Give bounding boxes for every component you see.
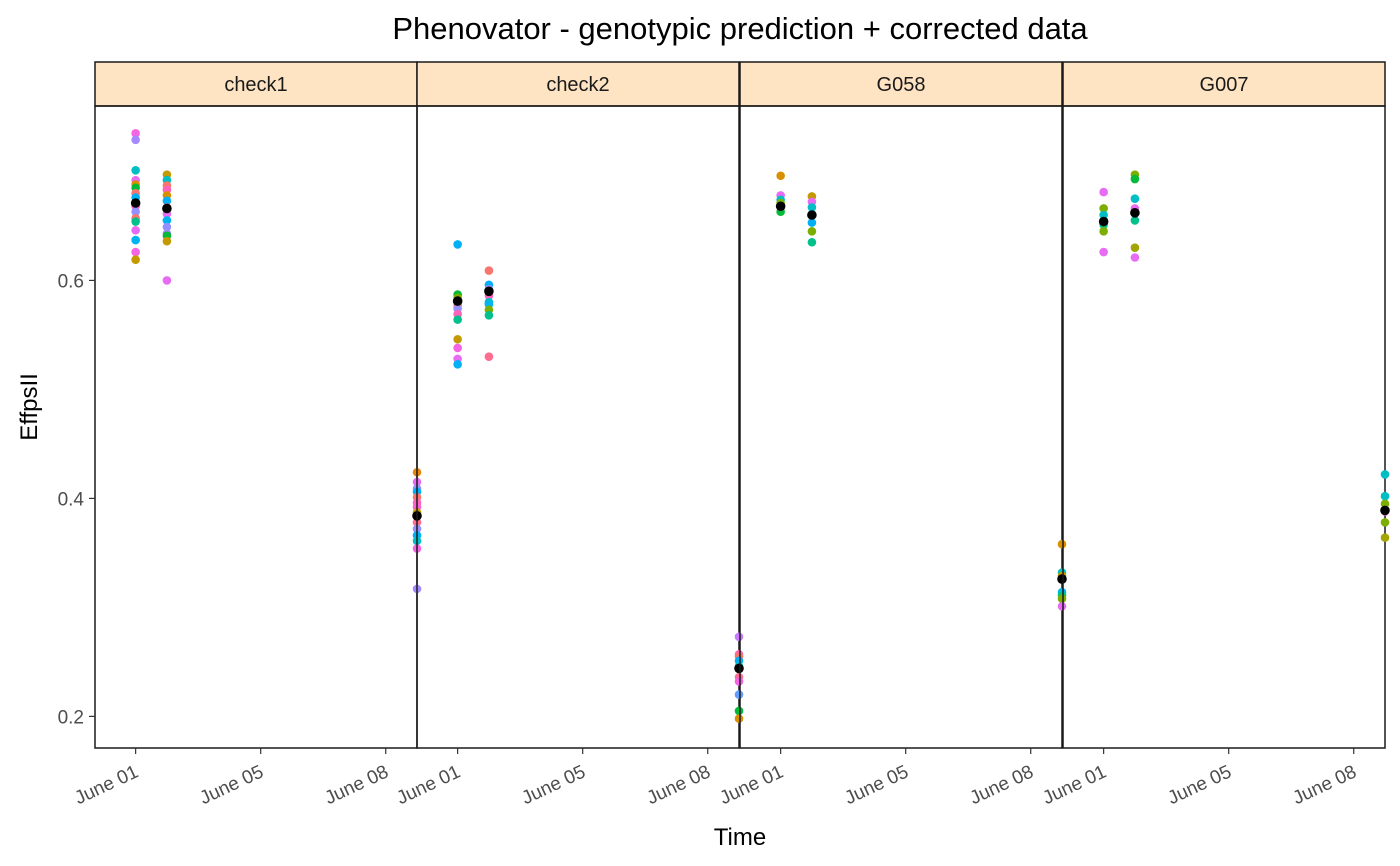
data-point bbox=[162, 222, 172, 232]
y-axis: 0.2 0.4 0.6 bbox=[58, 271, 95, 728]
facet-strip-label: G007 bbox=[1200, 74, 1249, 96]
facet-strip bbox=[416, 61, 740, 107]
data-point bbox=[453, 334, 462, 344]
x-tick-label: June 05 bbox=[197, 761, 267, 809]
x-axis-title: Time bbox=[714, 824, 766, 851]
x-tick-label: June 01 bbox=[1040, 761, 1110, 809]
data-point bbox=[1130, 194, 1140, 203]
prediction-point bbox=[130, 198, 141, 208]
x-tick-label: June 01 bbox=[394, 761, 464, 809]
facet-strip bbox=[1062, 61, 1386, 107]
data-point bbox=[131, 128, 140, 138]
data-point bbox=[1057, 539, 1067, 549]
prediction-point bbox=[1057, 574, 1067, 584]
x-tick-label: June 08 bbox=[644, 761, 714, 809]
data-point bbox=[734, 677, 744, 686]
data-point bbox=[131, 217, 140, 226]
data-point bbox=[131, 255, 140, 264]
facet-strip-label: check1 bbox=[224, 74, 287, 96]
prediction-point bbox=[452, 296, 463, 306]
data-point bbox=[807, 237, 817, 247]
data-point bbox=[162, 216, 172, 225]
data-point bbox=[734, 632, 744, 642]
data-point bbox=[1130, 174, 1140, 184]
data-point bbox=[131, 225, 140, 235]
prediction-point bbox=[1098, 216, 1109, 227]
prediction-point bbox=[734, 663, 744, 674]
data-point bbox=[484, 266, 494, 275]
data-point bbox=[131, 135, 140, 145]
data-point bbox=[453, 360, 462, 369]
data-point bbox=[131, 247, 140, 257]
data-point bbox=[1099, 187, 1108, 197]
data-point bbox=[1380, 499, 1390, 509]
y-axis-title: EffpsII bbox=[16, 373, 43, 441]
prediction-point bbox=[162, 203, 172, 214]
data-point bbox=[1130, 243, 1140, 252]
x-tick-label: June 01 bbox=[72, 761, 142, 809]
facet-strip bbox=[94, 61, 418, 107]
data-point bbox=[1130, 216, 1140, 225]
y-tick-label: 0.6 bbox=[58, 271, 84, 292]
data-point bbox=[1057, 602, 1067, 611]
data-point bbox=[1099, 247, 1108, 257]
prediction-point bbox=[807, 210, 817, 220]
panel-border bbox=[1062, 105, 1386, 749]
y-tick-label: 0.4 bbox=[58, 489, 85, 510]
facet-check1: check1 June 01 June 05 June 08 bbox=[72, 61, 422, 809]
facet-strip-label: check2 bbox=[546, 74, 609, 96]
facet-G007: G007 June 01 June 05 June 08 bbox=[1040, 61, 1390, 809]
data-point bbox=[162, 236, 172, 246]
data-point bbox=[131, 235, 140, 245]
data-point bbox=[1099, 204, 1108, 213]
data-point bbox=[1130, 253, 1140, 262]
x-tick-label: June 01 bbox=[717, 761, 787, 809]
facet-G058: G058 June 01 June 05 June 08 bbox=[717, 61, 1067, 809]
data-point bbox=[734, 706, 744, 716]
data-point bbox=[162, 276, 172, 285]
data-point bbox=[734, 714, 744, 723]
x-tick-label: June 05 bbox=[842, 761, 912, 809]
panel-border bbox=[94, 105, 418, 749]
data-point bbox=[131, 166, 140, 175]
facet-strip bbox=[739, 61, 1063, 107]
data-point bbox=[807, 227, 817, 236]
facet-check2: check2 June 01 June 05 June 08 bbox=[394, 61, 744, 809]
data-point bbox=[453, 240, 462, 249]
data-point bbox=[162, 196, 172, 206]
x-tick-label: June 08 bbox=[1290, 761, 1360, 809]
x-tick-label: June 05 bbox=[1165, 761, 1235, 809]
data-point bbox=[1380, 470, 1390, 479]
data-point bbox=[453, 343, 462, 353]
panel-border bbox=[739, 105, 1063, 749]
panel-border bbox=[416, 105, 740, 749]
facet-panels: check1 June 01 June 05 June 08 check2 June 01… bbox=[72, 61, 1390, 809]
data-point bbox=[807, 203, 817, 212]
prediction-point bbox=[484, 286, 494, 297]
data-point bbox=[1057, 594, 1067, 603]
x-tick-label: June 05 bbox=[519, 761, 589, 809]
x-tick-label: June 08 bbox=[322, 761, 392, 809]
data-point bbox=[1380, 518, 1390, 527]
facet-strip-label: G058 bbox=[877, 74, 926, 96]
data-point bbox=[484, 310, 494, 320]
x-tick-label: June 08 bbox=[967, 761, 1037, 809]
data-point bbox=[453, 315, 462, 324]
data-point bbox=[1380, 533, 1390, 542]
prediction-point bbox=[1130, 208, 1140, 218]
chart-title: Phenovator - genotypic prediction + corr… bbox=[392, 11, 1088, 46]
data-point bbox=[807, 218, 817, 227]
data-point bbox=[776, 171, 785, 181]
data-point bbox=[1099, 227, 1108, 236]
data-point bbox=[1380, 491, 1390, 501]
y-tick-label: 0.2 bbox=[58, 707, 84, 728]
prediction-point bbox=[1380, 505, 1390, 516]
data-point bbox=[1099, 210, 1108, 220]
data-point bbox=[484, 352, 494, 361]
prediction-point bbox=[775, 201, 786, 212]
data-point bbox=[734, 690, 744, 699]
data-point bbox=[131, 207, 140, 217]
